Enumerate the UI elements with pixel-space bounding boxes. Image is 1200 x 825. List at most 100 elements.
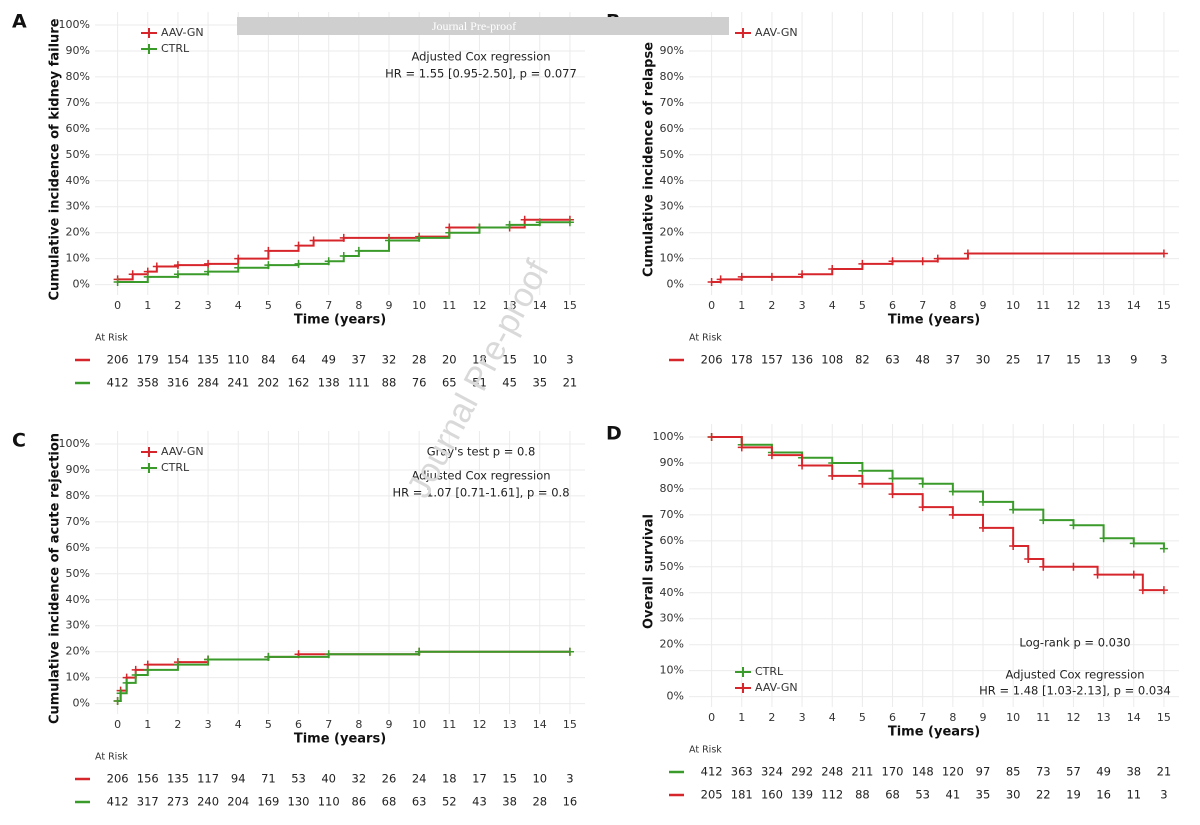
risk-count: 17 <box>472 772 487 786</box>
x-tick-label: 11 <box>442 718 456 731</box>
censor-mark <box>309 236 318 245</box>
x-tick-label: 1 <box>738 711 745 724</box>
censor-mark <box>324 257 333 266</box>
risk-count: 15 <box>502 772 517 786</box>
censor-mark <box>963 249 972 258</box>
risk-count: 16 <box>1096 788 1111 802</box>
survival-line <box>117 650 570 703</box>
risk-count: 41 <box>946 788 961 802</box>
risk-count: 30 <box>1006 788 1021 802</box>
y-tick-label: 100% <box>59 437 90 450</box>
censor-mark <box>1009 542 1018 551</box>
risk-count: 317 <box>137 795 159 809</box>
x-axis-title: Time (years) <box>888 725 980 740</box>
risk-count: 94 <box>231 772 246 786</box>
x-tick-label: 3 <box>799 711 806 724</box>
risk-title: At Risk <box>95 333 128 344</box>
censor-mark <box>918 479 927 488</box>
x-tick-label: 9 <box>386 299 393 312</box>
panel-letter: D <box>606 423 622 445</box>
risk-count: 154 <box>167 353 189 367</box>
y-tick-label: 80% <box>660 482 684 495</box>
legend-label: AAV-GN <box>755 681 798 694</box>
censor-mark <box>918 257 927 266</box>
censor-mark <box>264 652 273 661</box>
y-tick-label: 100% <box>59 18 90 31</box>
risk-count: 324 <box>761 765 783 779</box>
annotation: HR = 1.48 [1.03-2.13], p = 0.034 <box>979 684 1171 698</box>
risk-count: 86 <box>352 795 367 809</box>
censor-mark <box>113 697 122 706</box>
risk-count: 40 <box>321 772 336 786</box>
x-tick-label: 12 <box>472 718 486 731</box>
x-tick-label: 2 <box>174 718 181 731</box>
y-tick-label: 30% <box>66 619 90 632</box>
x-tick-label: 12 <box>1066 711 1080 724</box>
survival-line <box>117 218 570 281</box>
x-axis-title: Time (years) <box>294 313 386 328</box>
risk-count: 43 <box>472 795 487 809</box>
x-tick-label: 13 <box>1097 711 1111 724</box>
censor-mark <box>173 270 182 279</box>
y-tick-label: 90% <box>66 463 90 476</box>
y-tick-label: 50% <box>660 148 684 161</box>
panel-letter: A <box>12 11 27 33</box>
censor-mark <box>1159 544 1168 553</box>
censor-mark <box>131 671 140 680</box>
x-tick-label: 3 <box>799 299 806 312</box>
risk-count: 35 <box>976 788 991 802</box>
x-tick-label: 15 <box>1157 299 1171 312</box>
x-tick-label: 5 <box>859 711 866 724</box>
y-tick-label: 10% <box>66 252 90 265</box>
y-tick-label: 70% <box>660 508 684 521</box>
y-tick-label: 40% <box>66 174 90 187</box>
censor-mark <box>767 272 776 281</box>
y-tick-label: 50% <box>66 567 90 580</box>
risk-count: 273 <box>167 795 189 809</box>
x-tick-label: 9 <box>386 718 393 731</box>
risk-count: 284 <box>197 376 219 390</box>
risk-count: 3 <box>566 353 573 367</box>
risk-count: 32 <box>352 772 367 786</box>
risk-count: 181 <box>731 788 753 802</box>
y-tick-label: 60% <box>66 541 90 554</box>
x-tick-label: 13 <box>503 718 517 731</box>
annotation: Gray's test p = 0.8 <box>427 445 536 459</box>
annotation: HR = 1.55 [0.95-2.50], p = 0.077 <box>385 67 577 81</box>
y-tick-label: 30% <box>660 200 684 213</box>
risk-count: 156 <box>137 772 159 786</box>
panel-letter: C <box>12 430 26 452</box>
y-tick-label: 50% <box>66 148 90 161</box>
y-tick-label: 80% <box>66 489 90 502</box>
risk-count: 19 <box>1066 788 1081 802</box>
risk-count: 63 <box>885 353 900 367</box>
x-tick-label: 14 <box>1127 711 1141 724</box>
y-tick-label: 20% <box>660 638 684 651</box>
x-tick-label: 6 <box>295 299 302 312</box>
risk-count: 204 <box>227 795 249 809</box>
x-tick-label: 5 <box>265 299 272 312</box>
x-tick-label: 8 <box>949 299 956 312</box>
risk-count: 28 <box>412 353 427 367</box>
censor-mark <box>716 275 725 284</box>
legend-label: CTRL <box>161 461 190 474</box>
risk-count: 38 <box>502 795 517 809</box>
panel: A0%10%20%30%40%50%60%70%80%90%100%0 1 2 3 4 5… <box>12 11 585 390</box>
y-tick-label: 80% <box>660 70 684 83</box>
censor-mark <box>294 241 303 250</box>
risk-count: 108 <box>821 353 843 367</box>
risk-count: 139 <box>791 788 813 802</box>
censor-mark <box>707 432 716 441</box>
x-tick-label: 2 <box>768 299 775 312</box>
y-tick-label: 20% <box>66 226 90 239</box>
x-tick-label: 0 <box>114 299 121 312</box>
y-tick-label: 0% <box>667 690 684 703</box>
risk-count: 169 <box>257 795 279 809</box>
risk-count: 35 <box>532 376 547 390</box>
censor-mark <box>1129 539 1138 548</box>
risk-count: 241 <box>227 376 249 390</box>
censor-mark <box>1069 521 1078 530</box>
risk-count: 88 <box>855 788 870 802</box>
risk-count: 3 <box>566 772 573 786</box>
censor-mark <box>1009 505 1018 514</box>
